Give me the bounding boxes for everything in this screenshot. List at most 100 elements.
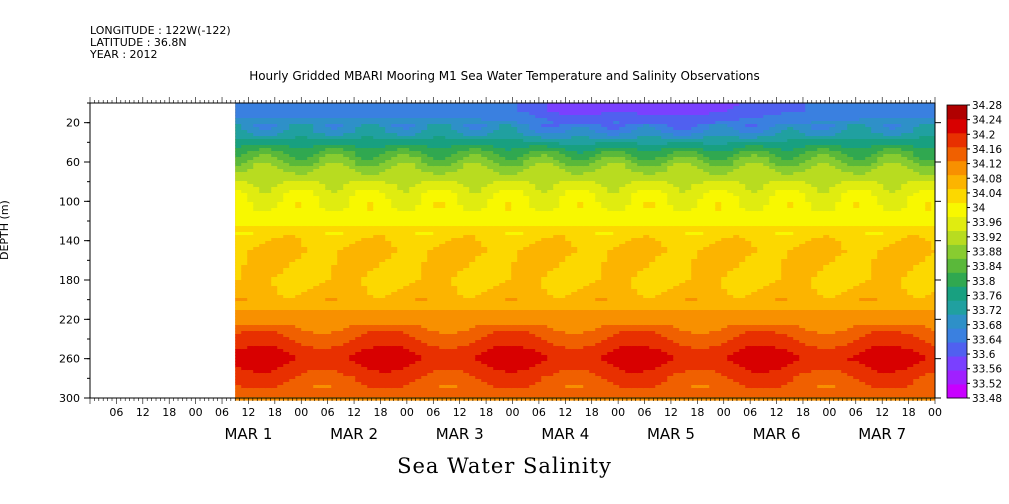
salinity-cell bbox=[415, 181, 422, 185]
salinity-cell bbox=[469, 262, 476, 266]
salinity-cell bbox=[439, 283, 446, 287]
salinity-cell bbox=[325, 139, 332, 143]
salinity-cell bbox=[367, 262, 374, 266]
salinity-cell bbox=[409, 208, 416, 212]
salinity-cell bbox=[409, 205, 416, 209]
salinity-cell bbox=[247, 349, 254, 353]
salinity-cell bbox=[343, 172, 350, 176]
salinity-cell bbox=[337, 346, 344, 350]
salinity-cell bbox=[253, 256, 260, 260]
salinity-cell bbox=[433, 283, 440, 287]
salinity-cell bbox=[445, 163, 452, 167]
salinity-cell bbox=[517, 169, 524, 173]
salinity-cell bbox=[427, 367, 434, 371]
salinity-cell bbox=[289, 313, 296, 317]
salinity-cell bbox=[319, 385, 326, 389]
salinity-cell bbox=[391, 115, 398, 119]
salinity-cell bbox=[259, 115, 266, 119]
salinity-cell bbox=[271, 247, 278, 251]
salinity-cell bbox=[361, 346, 368, 350]
salinity-cell bbox=[343, 124, 350, 128]
salinity-cell bbox=[529, 187, 536, 191]
salinity-cell bbox=[499, 193, 506, 197]
salinity-cell bbox=[517, 121, 524, 125]
salinity-cell bbox=[505, 253, 512, 257]
salinity-cell bbox=[529, 178, 536, 182]
salinity-cell bbox=[355, 256, 362, 260]
salinity-cell bbox=[265, 316, 272, 320]
salinity-cell bbox=[517, 214, 524, 218]
salinity-cell bbox=[241, 202, 248, 206]
salinity-cell bbox=[355, 202, 362, 206]
salinity-cell bbox=[373, 301, 380, 305]
salinity-cell bbox=[313, 172, 320, 176]
salinity-cell bbox=[349, 391, 356, 395]
salinity-cell bbox=[505, 211, 512, 215]
salinity-cell bbox=[397, 262, 404, 266]
salinity-cell bbox=[235, 277, 242, 281]
salinity-cell bbox=[325, 130, 332, 134]
salinity-cell bbox=[415, 139, 422, 143]
salinity-cell bbox=[427, 151, 434, 155]
salinity-cell bbox=[529, 358, 536, 362]
salinity-cell bbox=[433, 136, 440, 140]
salinity-cell bbox=[241, 136, 248, 140]
salinity-cell bbox=[505, 364, 512, 368]
salinity-cell bbox=[301, 361, 308, 365]
salinity-cell bbox=[283, 388, 290, 392]
salinity-cell bbox=[517, 343, 524, 347]
salinity-cell bbox=[523, 376, 530, 380]
salinity-cell bbox=[325, 172, 332, 176]
salinity-cell bbox=[439, 289, 446, 293]
salinity-cell bbox=[523, 268, 530, 272]
salinity-cell bbox=[379, 262, 386, 266]
salinity-cell bbox=[331, 178, 338, 182]
salinity-cell bbox=[523, 316, 530, 320]
salinity-cell bbox=[241, 304, 248, 308]
salinity-cell bbox=[355, 166, 362, 170]
salinity-cell bbox=[493, 304, 500, 308]
salinity-cell bbox=[235, 295, 242, 299]
salinity-cell bbox=[325, 286, 332, 290]
salinity-cell bbox=[457, 361, 464, 365]
salinity-cell bbox=[421, 340, 428, 344]
salinity-cell bbox=[481, 250, 488, 254]
salinity-cell bbox=[409, 295, 416, 299]
salinity-cell bbox=[277, 349, 284, 353]
salinity-cell bbox=[463, 337, 470, 341]
salinity-cell bbox=[463, 136, 470, 140]
salinity-cell bbox=[295, 370, 302, 374]
salinity-cell bbox=[349, 184, 356, 188]
salinity-cell bbox=[505, 382, 512, 386]
salinity-cell bbox=[271, 244, 278, 248]
salinity-cell bbox=[265, 391, 272, 395]
salinity-cell bbox=[331, 199, 338, 203]
salinity-cell bbox=[349, 283, 356, 287]
salinity-cell bbox=[325, 175, 332, 179]
salinity-cell bbox=[403, 388, 410, 392]
salinity-cell bbox=[361, 184, 368, 188]
salinity-cell bbox=[343, 202, 350, 206]
salinity-cell bbox=[409, 142, 416, 146]
salinity-cell bbox=[253, 145, 260, 149]
salinity-cell bbox=[427, 292, 434, 296]
salinity-cell bbox=[289, 151, 296, 155]
salinity-cell bbox=[511, 238, 518, 242]
salinity-cell bbox=[403, 214, 410, 218]
salinity-cell bbox=[307, 157, 314, 161]
salinity-cell bbox=[331, 103, 338, 107]
salinity-cell bbox=[385, 142, 392, 146]
salinity-cell bbox=[499, 127, 506, 131]
salinity-cell bbox=[277, 115, 284, 119]
salinity-cell bbox=[343, 364, 350, 368]
salinity-cell bbox=[415, 289, 422, 293]
salinity-cell bbox=[475, 226, 482, 230]
salinity-cell bbox=[529, 142, 536, 146]
salinity-cell bbox=[379, 133, 386, 137]
salinity-cell bbox=[301, 139, 308, 143]
salinity-cell bbox=[385, 199, 392, 203]
salinity-cell bbox=[427, 142, 434, 146]
salinity-cell bbox=[445, 280, 452, 284]
salinity-cell bbox=[319, 250, 326, 254]
